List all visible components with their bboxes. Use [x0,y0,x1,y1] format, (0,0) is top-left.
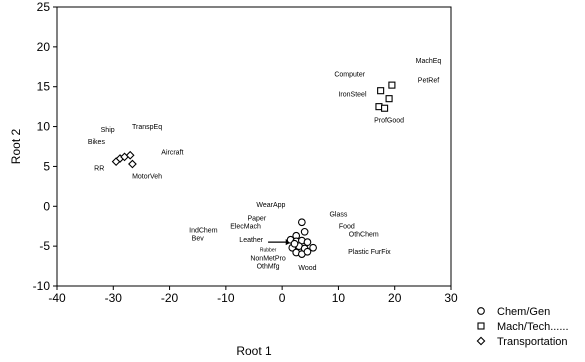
plot-frame [56,6,452,287]
data-point-circle [309,243,317,252]
point-label: OthChem [349,232,379,239]
data-point-circle [300,227,309,236]
point-label: MachEq [416,58,442,65]
x-tick-label: -40 [48,291,66,305]
x-tick-label: 10 [332,291,346,305]
point-label: IronSteel [338,91,366,98]
x-tick-label: 0 [279,291,286,305]
point-label: WearApp [256,202,285,209]
point-label: Glass [329,212,347,219]
legend-marker-square [477,322,485,330]
x-tick-label: -10 [217,291,235,305]
point-label: OthMfg [257,263,280,270]
y-tick-label: 0 [43,199,50,213]
data-point-square [377,87,385,95]
point-label: RR [94,165,104,172]
point-label: Rubber [260,248,277,254]
point-label: Bikes [88,139,106,146]
data-point-circle [290,239,299,248]
data-point-circle [303,247,312,256]
y-tick-label: 15 [37,80,51,94]
point-label: IndChem [189,228,218,235]
y-axis-label: Root 2 [9,128,23,164]
x-axis-label: Root 1 [236,344,272,358]
x-tick-label: -30 [105,291,123,305]
point-label: MotorVeh [132,173,162,180]
point-label: TranspEq [132,124,162,131]
y-tick-label: 10 [37,120,51,134]
legend-label: Chem/Gen [497,306,550,318]
legend-label: Transportation [497,336,568,348]
data-point-diamond [125,150,135,160]
point-label: ElecMach [230,224,261,231]
point-label: Plastic FurFix [348,249,391,256]
point-label: Leather [239,237,263,244]
x-tick-label: 20 [388,291,402,305]
data-point-circle [303,238,312,247]
point-label: Computer [334,71,365,78]
point-label: Wood [298,265,316,272]
point-label: Ship [101,127,115,134]
data-point-square [385,95,393,103]
legend-marker-diamond [476,336,486,346]
y-tick-label: -10 [33,279,51,293]
y-tick-label: -5 [39,239,50,253]
y-tick-label: 20 [37,40,51,54]
point-label: PetRef [418,78,439,85]
y-tick-label: 5 [43,159,50,173]
x-tick-label: 30 [444,291,458,305]
point-label: NonMetPro [250,255,286,262]
x-tick-label: -20 [161,291,179,305]
point-label: Bev [192,236,205,243]
y-tick-label: 25 [37,0,51,14]
data-point-square [388,81,396,89]
point-label: Aircraft [161,149,183,156]
data-point-diamond [128,159,137,169]
legend-marker-circle [477,307,485,315]
legend-label: Mach/Tech...... [497,321,569,333]
point-label: Paper [247,216,266,223]
data-point-square [381,104,389,112]
point-label: ProfGood [374,118,404,125]
point-label: Food [339,224,355,231]
data-point-circle [297,218,306,227]
